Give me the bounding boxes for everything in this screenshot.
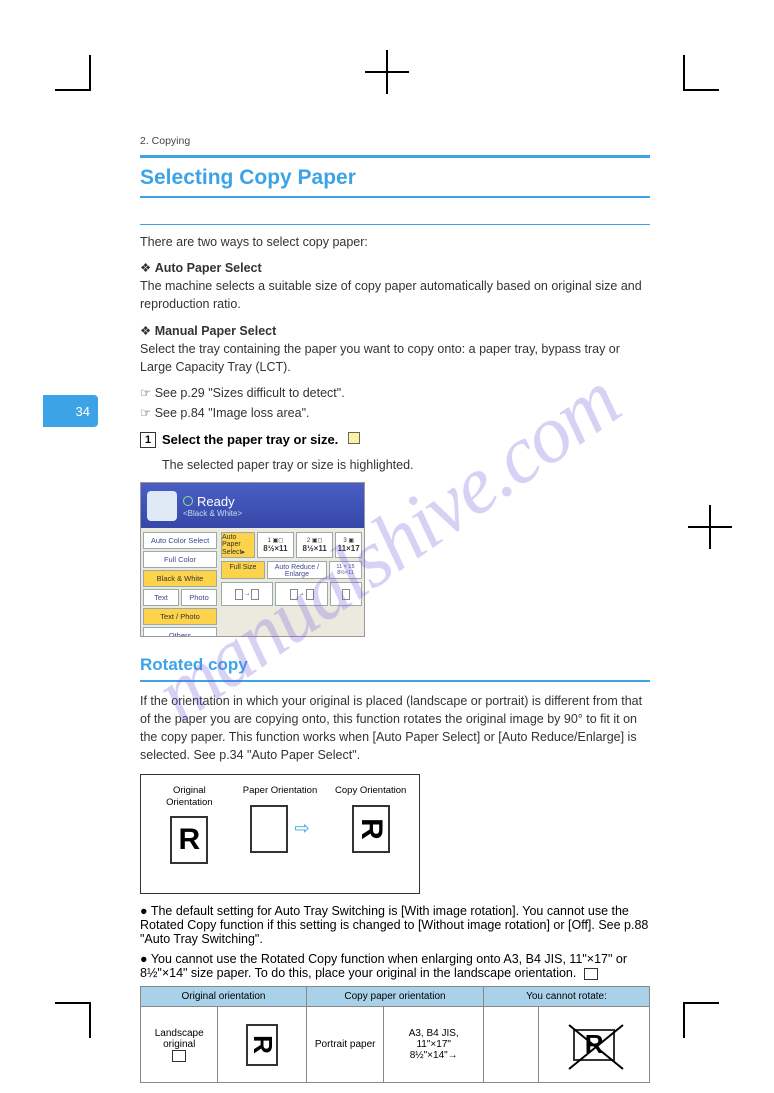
- step-1-text: Select the paper tray or size.: [162, 432, 338, 448]
- orient-3[interactable]: [330, 582, 362, 606]
- ref-2: ☞ See p.84 "Image loss area".: [140, 404, 650, 422]
- note-1: ● The default setting for Auto Tray Swit…: [140, 904, 650, 946]
- auto-paper-label: Auto Paper Select: [155, 261, 262, 275]
- btn-auto-reduce[interactable]: Auto Reduce / Enlarge: [267, 561, 327, 579]
- note-2: ● You cannot use the Rotated Copy functi…: [140, 952, 650, 980]
- cell-paper-label: Portrait paper: [306, 1007, 383, 1083]
- btn-full-color[interactable]: Full Color: [143, 551, 217, 568]
- od-paper: [250, 805, 288, 853]
- landscape-icon: [584, 968, 598, 980]
- subsection-title: Rotated copy: [140, 655, 650, 675]
- od-original: R: [170, 816, 208, 864]
- ss-left-panel: Auto Color Select Full Color Black & Whi…: [141, 528, 219, 637]
- manual-paper-block: ❖ Manual Paper Select Select the tray co…: [140, 322, 650, 376]
- intro-text: There are two ways to select copy paper:: [140, 233, 650, 251]
- manual-paper-label: Manual Paper Select: [155, 324, 277, 338]
- cell-orig-box: R: [218, 1007, 307, 1083]
- cell-empty: [484, 1007, 539, 1083]
- th-original: Original orientation: [141, 987, 307, 1007]
- btn-text-photo[interactable]: Text / Photo: [143, 608, 217, 625]
- arrow-right-icon: ⇨: [294, 805, 309, 853]
- ref-1: ☞ See p.29 "Sizes difficult to detect".: [140, 384, 650, 402]
- crop-mark-tc: [365, 50, 409, 94]
- orient-1[interactable]: →: [221, 582, 273, 606]
- od-label-2: Paper Orientation: [243, 785, 317, 796]
- btn-auto-color[interactable]: Auto Color Select: [143, 532, 217, 549]
- step-list: 1 Select the paper tray or size.: [140, 432, 650, 448]
- section-title: Selecting Copy Paper: [140, 166, 650, 190]
- crop-mark-mr: [688, 505, 732, 549]
- od-label-3: Copy Orientation: [335, 785, 406, 796]
- btn-full-size[interactable]: Full Size: [221, 561, 265, 579]
- th-paper: Copy paper orientation: [306, 987, 483, 1007]
- btn-others[interactable]: Others: [143, 627, 217, 637]
- page-number-tab: 34: [43, 395, 98, 427]
- rotation-table: Original orientation Copy paper orientat…: [140, 986, 650, 1083]
- ss-right-panel: Auto Paper Select▸ 1 ▣◻ 8½×11 2 ▣◻ 8½×11…: [219, 528, 364, 637]
- od-copy: R: [352, 805, 390, 853]
- btn-photo[interactable]: Photo: [181, 589, 217, 606]
- rule-bottom: [140, 224, 650, 226]
- chapter-label: 2. Copying: [140, 135, 190, 147]
- rule-top-thick: [140, 155, 650, 158]
- cell-orig-label: Landscape original: [141, 1007, 218, 1083]
- tray-icon: [348, 432, 360, 444]
- step-1-sub: The selected paper tray or size is highl…: [162, 456, 650, 474]
- ss-subtitle: <Black & White>: [183, 509, 242, 518]
- crop-mark-tl: [55, 55, 105, 105]
- page-number: 34: [76, 404, 90, 419]
- orient-2[interactable]: →: [275, 582, 327, 606]
- auto-paper-text: The machine selects a suitable size of c…: [140, 279, 642, 311]
- ready-dot-icon: [183, 496, 193, 506]
- crop-mark-tr: [669, 55, 719, 105]
- th-cannot: You cannot rotate:: [484, 987, 650, 1007]
- rule-mid: [140, 196, 650, 198]
- cell-cannot-box: R: [539, 1007, 650, 1083]
- ss-printer-icon: [147, 491, 177, 521]
- ss-header: Ready <Black & White>: [141, 483, 364, 528]
- btn-text[interactable]: Text: [143, 589, 179, 606]
- landscape-small-icon: [172, 1050, 186, 1062]
- btn-auto-paper[interactable]: Auto Paper Select▸: [221, 532, 255, 558]
- step-number-icon: 1: [140, 432, 156, 448]
- tray-2[interactable]: 2 ▣◻ 8½×11: [296, 532, 333, 558]
- ss-ready: Ready: [183, 494, 242, 509]
- orientation-diagram: Original Orientation R Paper Orientation…: [140, 774, 420, 894]
- crop-mark-br: [669, 988, 719, 1038]
- subsection-text: If the orientation in which your origina…: [140, 692, 650, 765]
- manual-paper-text: Select the tray containing the paper you…: [140, 342, 620, 374]
- tray-3[interactable]: 3 ▣ 11×17: [335, 532, 362, 558]
- tray-1[interactable]: 1 ▣◻ 8½×11: [257, 532, 294, 558]
- copier-screenshot: Ready <Black & White> Auto Color Select …: [140, 482, 365, 637]
- btn-ratio[interactable]: 11 × 15 8½×11: [329, 561, 362, 579]
- od-label-1: Original Orientation: [149, 785, 230, 808]
- auto-paper-block: ❖ Auto Paper Select The machine selects …: [140, 259, 650, 313]
- step-1: 1 Select the paper tray or size.: [140, 432, 650, 448]
- crop-mark-bl: [55, 988, 105, 1038]
- btn-bw[interactable]: Black & White: [143, 570, 217, 587]
- cell-paper-sizes: A3, B4 JIS, 11"×17" 8½"×14"→: [384, 1007, 484, 1083]
- subsection-rule: [140, 680, 650, 682]
